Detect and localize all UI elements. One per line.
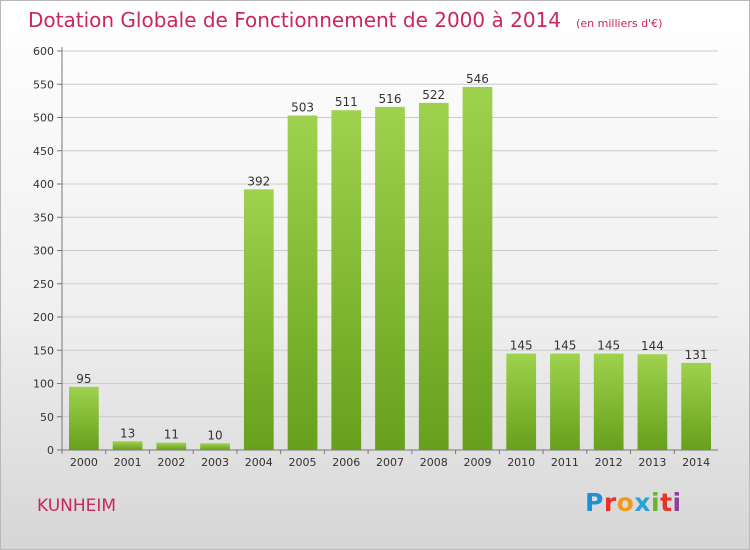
bar-2008[interactable] xyxy=(418,102,449,451)
value-label: 546 xyxy=(466,72,489,86)
x-tick-label: 2010 xyxy=(507,456,535,469)
x-tick-label: 2014 xyxy=(682,456,710,469)
y-tick-label: 350 xyxy=(33,211,54,224)
x-tick-label: 2004 xyxy=(245,456,273,469)
proxiti-logo[interactable]: Proxiti xyxy=(585,488,682,517)
bar-2005[interactable] xyxy=(287,115,318,450)
x-tick-label: 2009 xyxy=(463,456,491,469)
y-tick-label: 600 xyxy=(33,45,54,58)
y-tick-label: 550 xyxy=(33,78,54,91)
logo-letter: x xyxy=(634,488,651,517)
bar-2013[interactable] xyxy=(637,354,668,450)
x-tick-label: 2012 xyxy=(595,456,623,469)
bar-2000[interactable] xyxy=(68,386,99,450)
value-label: 145 xyxy=(510,339,533,353)
bars xyxy=(68,86,712,451)
value-label: 145 xyxy=(597,339,620,353)
x-tick-label: 2011 xyxy=(551,456,579,469)
y-tick-label: 50 xyxy=(40,411,54,424)
value-label: 392 xyxy=(247,174,270,188)
x-tick-labels: 2000 2001 2002 2003 2004 2005 2006 2007 2008 2009… xyxy=(70,456,710,469)
value-label: 10 xyxy=(207,428,222,442)
logo-letter: t xyxy=(660,488,673,517)
value-labels: 95 13 11 10 392 503 511 516 522 546 145 145 145 144 13… xyxy=(76,72,707,442)
bar-2002[interactable] xyxy=(156,442,187,450)
bar-2006[interactable] xyxy=(331,110,362,450)
bar-2011[interactable] xyxy=(550,353,580,450)
value-label: 516 xyxy=(379,92,402,106)
value-label: 144 xyxy=(641,339,664,353)
bar-2010[interactable] xyxy=(506,353,537,450)
value-label: 503 xyxy=(291,101,314,115)
value-label: 95 xyxy=(76,372,91,386)
bar-2007[interactable] xyxy=(375,106,405,451)
value-label: 13 xyxy=(120,426,135,440)
y-tick-label: 200 xyxy=(33,311,54,324)
y-tick-label: 450 xyxy=(33,145,54,158)
logo-letter: P xyxy=(585,488,604,517)
x-tick-label: 2000 xyxy=(70,456,98,469)
bar-2014[interactable] xyxy=(681,362,712,450)
y-tick-label: 0 xyxy=(47,444,54,457)
bar-2009[interactable] xyxy=(462,86,493,450)
bar-2012[interactable] xyxy=(593,353,624,450)
value-label: 511 xyxy=(335,95,358,109)
bar-2003[interactable] xyxy=(200,443,230,450)
x-tick-label: 2001 xyxy=(114,456,142,469)
y-tick-label: 150 xyxy=(33,344,54,357)
x-tick-label: 2008 xyxy=(420,456,448,469)
chart-subtitle: (en milliers d'€) xyxy=(576,17,663,30)
bar-2004[interactable] xyxy=(243,189,274,450)
x-tick-label: 2005 xyxy=(289,456,317,469)
value-label: 522 xyxy=(422,88,445,102)
city-name: KUNHEIM xyxy=(37,496,117,516)
logo-letter: r xyxy=(603,488,617,517)
logo-letter: o xyxy=(616,488,635,517)
y-tick-label: 250 xyxy=(33,278,54,291)
y-tick-label: 300 xyxy=(33,245,54,258)
x-tick-label: 2007 xyxy=(376,456,404,469)
y-tick-labels: 0 50 100 150 200 250 300 350 400 450 500 550 600 xyxy=(33,45,54,457)
chart-header: Dotation Globale de Fonctionnement de 20… xyxy=(28,8,662,32)
y-tick-label: 500 xyxy=(33,112,54,125)
x-tick-label: 2003 xyxy=(201,456,229,469)
y-tick-label: 400 xyxy=(33,178,54,191)
x-tick-label: 2006 xyxy=(332,456,360,469)
value-label: 131 xyxy=(685,348,708,362)
bar-2001[interactable] xyxy=(112,441,143,450)
y-tick-label: 100 xyxy=(33,378,54,391)
logo-letter: i xyxy=(651,488,661,517)
logo-letter: i xyxy=(672,488,682,517)
value-label: 11 xyxy=(164,428,179,442)
x-tick-label: 2002 xyxy=(157,456,185,469)
value-label: 145 xyxy=(553,339,576,353)
chart-title: Dotation Globale de Fonctionnement de 20… xyxy=(28,8,561,32)
x-tick-label: 2013 xyxy=(638,456,666,469)
